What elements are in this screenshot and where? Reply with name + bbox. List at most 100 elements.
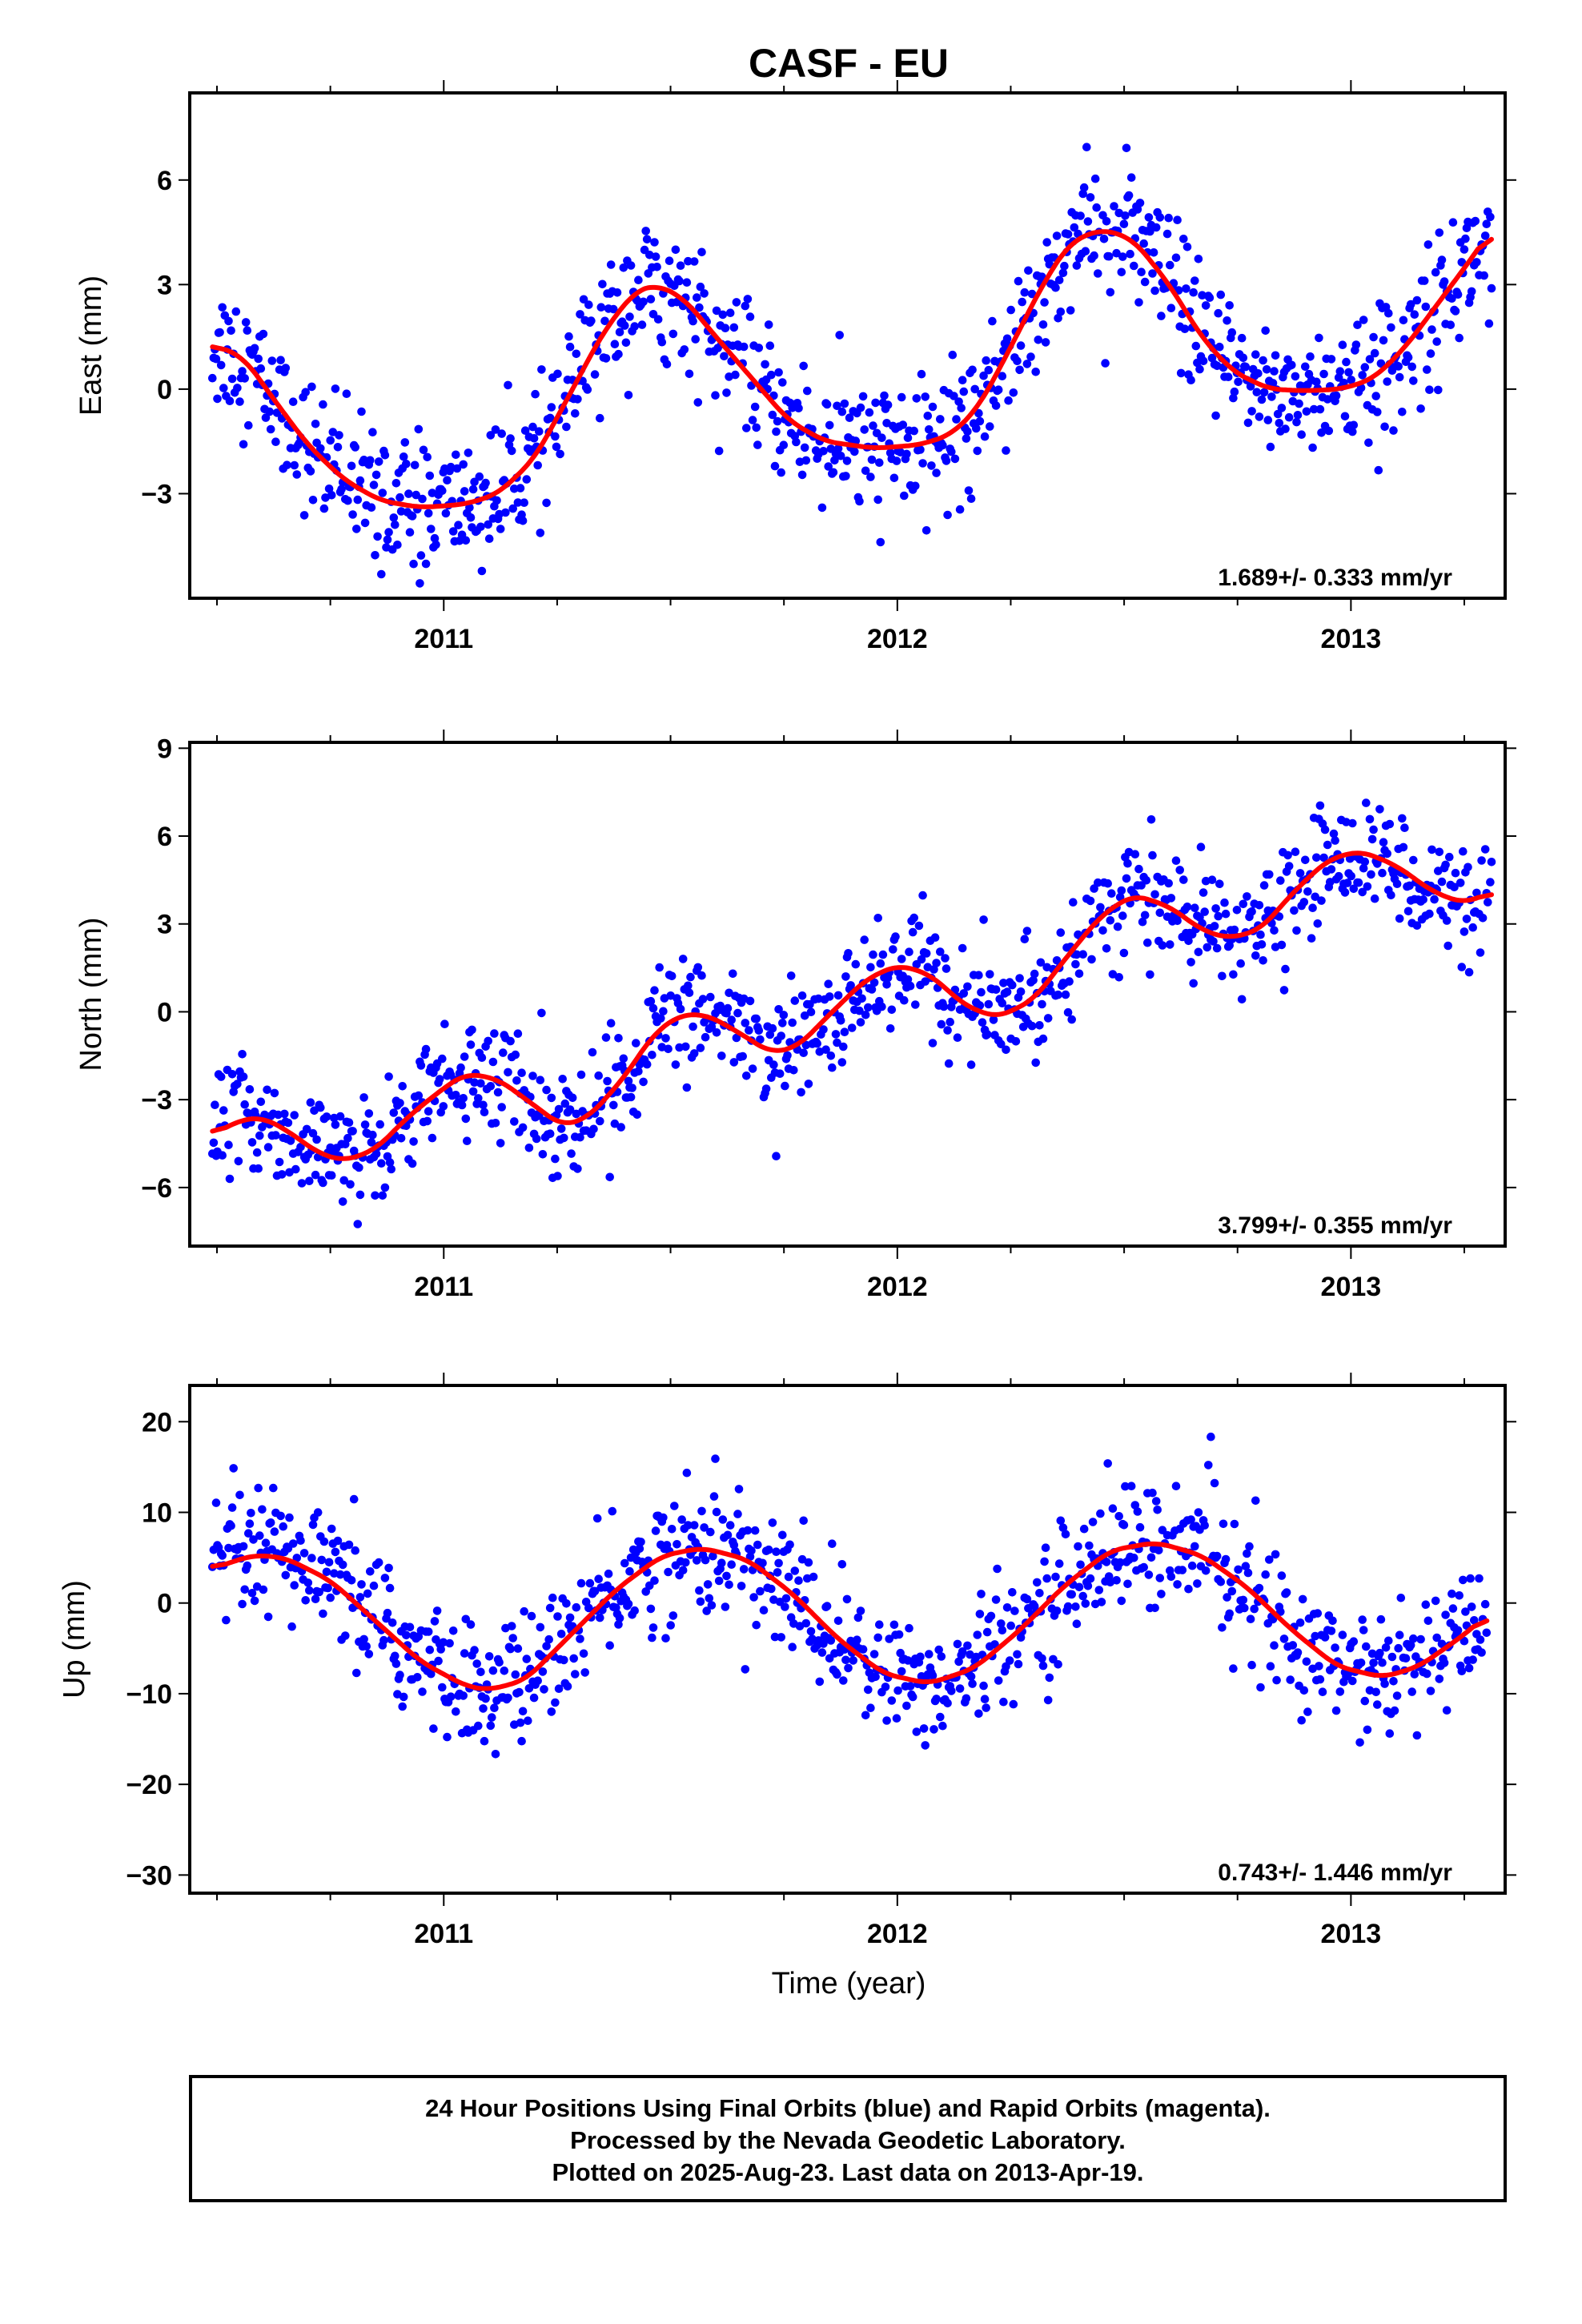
east-data-point xyxy=(1353,320,1362,330)
up-data-point xyxy=(259,1585,268,1594)
up-data-point xyxy=(707,1601,717,1610)
north-data-point xyxy=(856,1018,865,1027)
east-data-point xyxy=(1198,291,1207,300)
up-data-point xyxy=(355,1593,365,1602)
east-data-point xyxy=(564,332,573,341)
up-data-point xyxy=(974,1709,983,1719)
up-data-point xyxy=(311,1594,320,1603)
up-data-point xyxy=(315,1587,324,1597)
north-data-point xyxy=(384,1072,393,1081)
footer-line-3: Plotted on 2025-Aug-23. Last data on 201… xyxy=(552,2158,1143,2186)
east-data-point xyxy=(516,484,525,493)
up-data-point xyxy=(1171,1482,1181,1490)
east-data-point xyxy=(459,460,468,469)
east-data-point xyxy=(470,477,479,487)
east-data-point xyxy=(880,391,889,400)
east-data-point xyxy=(1273,409,1283,419)
east-data-point xyxy=(342,389,351,399)
north-data-point xyxy=(939,1002,949,1011)
east-data-point xyxy=(491,425,500,434)
north-data-point xyxy=(513,1029,523,1038)
north-data-point xyxy=(1301,855,1310,865)
north-data-point xyxy=(837,1058,847,1067)
east-data-point xyxy=(609,304,618,314)
east-data-point xyxy=(414,424,424,434)
east-data-point xyxy=(1347,376,1355,384)
up-data-point xyxy=(1013,1650,1022,1659)
east-data-point xyxy=(244,420,253,430)
east-data-point xyxy=(950,454,960,464)
up-data-point xyxy=(1426,1687,1435,1695)
up-data-point xyxy=(1139,1562,1148,1572)
north-data-point xyxy=(291,1164,300,1174)
east-data-point xyxy=(867,455,877,464)
east-data-point xyxy=(651,252,661,261)
north-data-point xyxy=(1378,868,1387,878)
east-data-point xyxy=(600,316,609,326)
up-data-point xyxy=(1298,1594,1307,1604)
north-data-point xyxy=(1437,877,1447,887)
east-data-point xyxy=(583,385,592,394)
north-data-point xyxy=(1255,901,1264,910)
up-data-point xyxy=(826,1636,836,1645)
up-data-point xyxy=(341,1631,350,1640)
up-data-point xyxy=(1406,1640,1415,1650)
up-data-point xyxy=(853,1635,861,1644)
east-data-point xyxy=(955,505,965,514)
north-data-point xyxy=(560,1133,568,1143)
east-data-point xyxy=(573,395,582,404)
east-data-point xyxy=(461,536,471,545)
north-data-point xyxy=(499,1048,508,1057)
east-data-point xyxy=(1223,372,1233,382)
north-data-point xyxy=(1074,969,1084,979)
east-data-point xyxy=(535,427,544,436)
east-data-point xyxy=(974,408,983,418)
north-data-point xyxy=(1215,879,1224,888)
east-data-point xyxy=(1126,249,1134,259)
up-data-point xyxy=(405,1622,415,1632)
east-data-point xyxy=(292,470,302,479)
up-data-point xyxy=(905,1623,913,1633)
east-data-point xyxy=(1266,442,1275,452)
north-data-point xyxy=(1189,979,1198,988)
north-data-point xyxy=(490,1029,499,1038)
east-data-point xyxy=(916,445,925,454)
east-data-point xyxy=(484,534,494,543)
up-data-point xyxy=(249,1535,258,1544)
north-data-point xyxy=(989,1015,998,1024)
north-data-point xyxy=(942,964,951,973)
north-data-point xyxy=(772,1152,781,1160)
north-data-point xyxy=(263,1143,273,1152)
up-data-point xyxy=(349,1494,359,1504)
north-data-point xyxy=(1451,868,1460,878)
north-data-point xyxy=(642,1059,652,1069)
north-data-point xyxy=(1155,908,1165,918)
east-data-point xyxy=(1121,211,1130,220)
east-data-point xyxy=(481,478,490,488)
up-data-point xyxy=(764,1545,773,1554)
east-data-point xyxy=(531,389,540,399)
north-data-point xyxy=(1370,894,1379,903)
east-data-point xyxy=(506,434,515,443)
up-data-point xyxy=(287,1622,296,1631)
up-data-point xyxy=(391,1659,401,1668)
up-data-point xyxy=(938,1721,947,1731)
north-data-point xyxy=(634,1067,643,1076)
east-data-point xyxy=(219,384,228,392)
up-data-point xyxy=(759,1606,769,1614)
north-data-point xyxy=(1166,894,1176,903)
north-data-point xyxy=(936,947,945,956)
north-data-point xyxy=(1218,971,1227,981)
north-data-point xyxy=(1158,941,1167,950)
east-data-point xyxy=(970,384,979,394)
up-data-point xyxy=(897,1667,906,1676)
east-data-point xyxy=(714,446,724,456)
up-data-point xyxy=(565,1613,575,1622)
east-data-point xyxy=(476,522,485,532)
east-data-point xyxy=(1301,362,1310,372)
east-data-point xyxy=(777,468,785,477)
east-data-point xyxy=(932,468,941,477)
up-data-point xyxy=(953,1639,962,1649)
up-data-point xyxy=(285,1513,294,1522)
east-data-point xyxy=(1237,333,1247,343)
